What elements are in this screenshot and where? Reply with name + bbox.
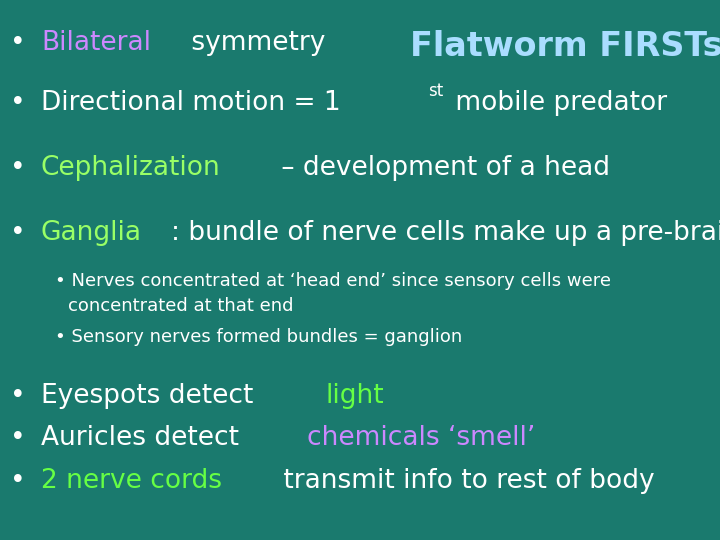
Text: Auricles detect: Auricles detect (41, 425, 248, 451)
Text: •: • (10, 425, 34, 451)
Text: •: • (10, 90, 34, 116)
Text: Ganglia: Ganglia (41, 220, 142, 246)
Text: • Sensory nerves formed bundles = ganglion: • Sensory nerves formed bundles = gangli… (55, 328, 462, 346)
Text: •: • (10, 383, 34, 409)
Text: Cephalization: Cephalization (41, 155, 221, 181)
Text: •: • (10, 468, 34, 494)
Text: chemicals ‘smell’: chemicals ‘smell’ (307, 425, 536, 451)
Text: – development of a head: – development of a head (273, 155, 610, 181)
Text: •: • (10, 30, 34, 56)
Text: concentrated at that end: concentrated at that end (68, 297, 294, 315)
Text: Directional motion = 1: Directional motion = 1 (41, 90, 341, 116)
Text: • Nerves concentrated at ‘head end’ since sensory cells were: • Nerves concentrated at ‘head end’ sinc… (55, 272, 611, 290)
Text: Eyespots detect: Eyespots detect (41, 383, 261, 409)
Text: Bilateral: Bilateral (41, 30, 151, 56)
Text: •: • (10, 155, 34, 181)
Text: mobile predator: mobile predator (447, 90, 667, 116)
Text: symmetry: symmetry (183, 30, 359, 56)
Text: : bundle of nerve cells make up a pre-brain: : bundle of nerve cells make up a pre-br… (171, 220, 720, 246)
Text: transmit info to rest of body: transmit info to rest of body (274, 468, 654, 494)
Text: •: • (10, 220, 34, 246)
Text: 2 nerve cords: 2 nerve cords (41, 468, 222, 494)
Text: Flatworm FIRSTs!!: Flatworm FIRSTs!! (410, 30, 720, 63)
Text: st: st (428, 82, 443, 100)
Text: light: light (326, 383, 384, 409)
